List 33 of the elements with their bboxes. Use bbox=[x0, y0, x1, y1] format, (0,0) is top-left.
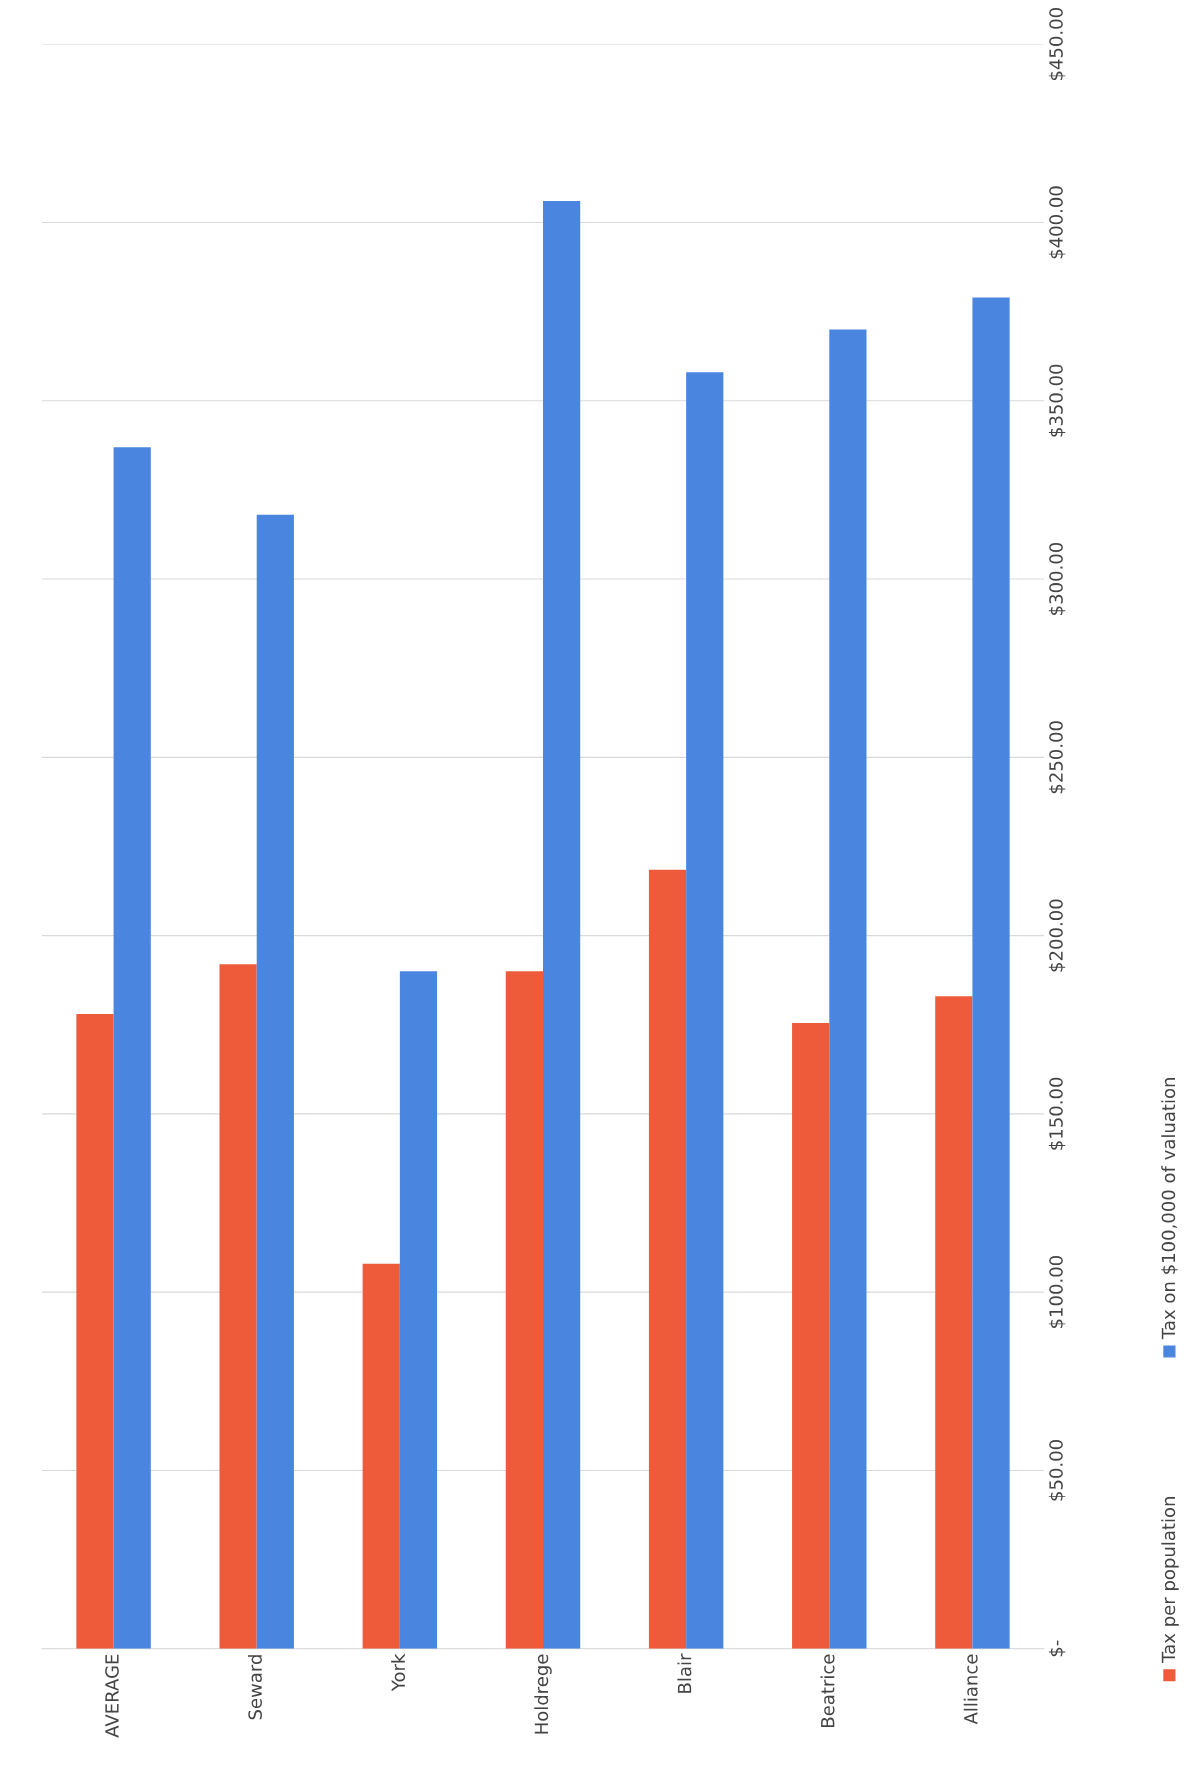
bar bbox=[935, 996, 973, 1649]
x-tick-label: Seward bbox=[247, 1655, 262, 1720]
x-tick-label: Blair bbox=[677, 1653, 692, 1693]
bar bbox=[505, 971, 543, 1649]
x-tick-label: York bbox=[391, 1653, 406, 1692]
y-tick-label: $100.00 bbox=[1048, 1256, 1066, 1328]
y-tick-label: $300.00 bbox=[1048, 542, 1066, 615]
bar bbox=[543, 201, 581, 1649]
bar bbox=[686, 372, 724, 1649]
x-tick-label: AVERAGE bbox=[105, 1654, 119, 1738]
bar bbox=[792, 1022, 830, 1649]
bar bbox=[399, 971, 438, 1649]
bar bbox=[219, 964, 257, 1649]
text: Tax on $100,000 of valuation bbox=[1161, 1078, 1178, 1340]
y-tick-label: $50.00 bbox=[1048, 1440, 1066, 1501]
x-tick-label: Alliance bbox=[963, 1654, 978, 1725]
y-tick-label: $250.00 bbox=[1048, 721, 1066, 794]
y-tick-label: $350.00 bbox=[1048, 364, 1066, 437]
x-tick-label: Holdrege bbox=[534, 1654, 552, 1734]
bar bbox=[76, 1014, 114, 1649]
text: Tax per population bbox=[1161, 1497, 1179, 1663]
y-tick-label: $400.00 bbox=[1048, 186, 1066, 259]
x-tick-label: Beatrice bbox=[820, 1654, 835, 1727]
y-tick-label: $450.00 bbox=[1048, 8, 1066, 81]
bar bbox=[972, 297, 1010, 1649]
bar bbox=[113, 447, 151, 1649]
y-tick-label: $200.00 bbox=[1048, 899, 1066, 972]
bar bbox=[362, 1263, 400, 1649]
y-tick-label: $- bbox=[1048, 1640, 1066, 1657]
bar bbox=[648, 869, 687, 1649]
bar bbox=[829, 329, 867, 1649]
bar bbox=[256, 514, 294, 1649]
y-tick-label: $150.00 bbox=[1048, 1077, 1066, 1150]
